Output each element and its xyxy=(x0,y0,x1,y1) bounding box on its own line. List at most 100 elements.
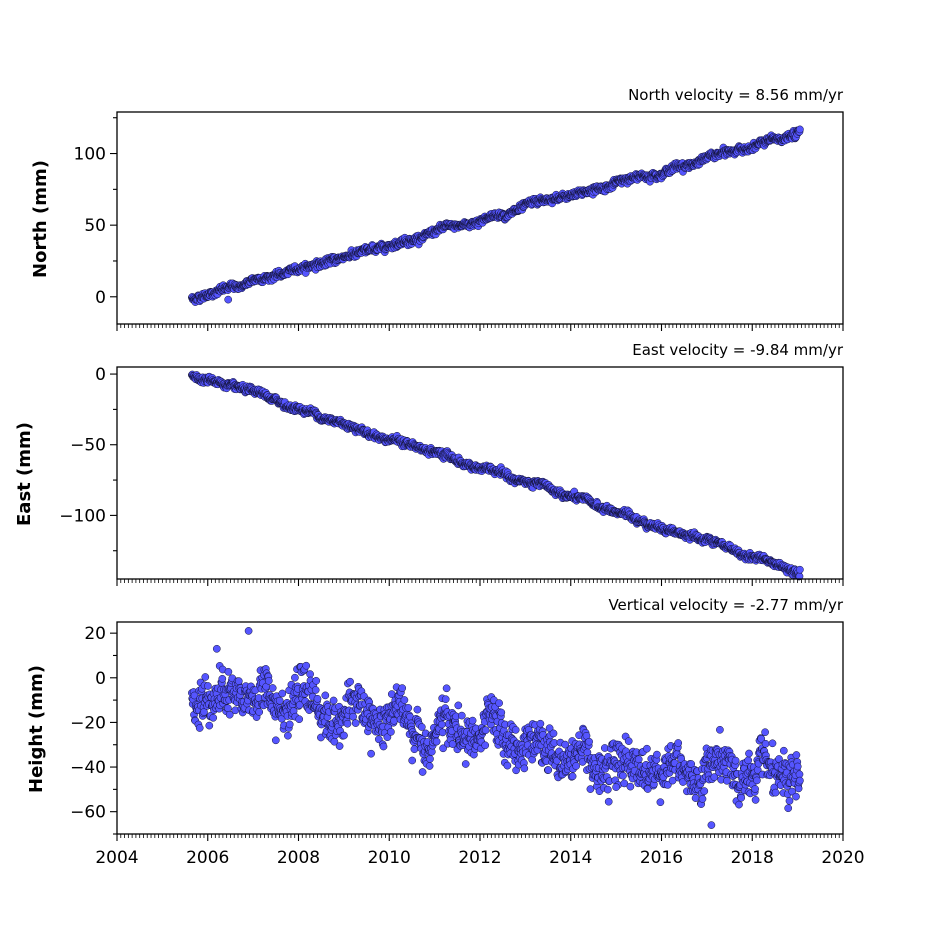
height-data-point xyxy=(698,795,707,803)
height-data-point xyxy=(201,673,210,681)
height-data-point xyxy=(792,792,800,801)
height-data-point xyxy=(329,696,338,705)
height-data-point xyxy=(481,741,490,750)
east-panel: East velocity = -9.84 mm/yr East (mm) 0 −… xyxy=(14,341,844,586)
height-data-point xyxy=(700,787,709,795)
height-data-point xyxy=(793,762,802,771)
height-data-point xyxy=(311,686,320,694)
height-data-point xyxy=(234,677,243,685)
height-data-point xyxy=(390,716,398,725)
height-y-tick-label: −60 xyxy=(70,803,106,823)
height-data-point xyxy=(349,712,357,721)
height-panel-title: Vertical velocity = -2.77 mm/yr xyxy=(608,596,843,614)
height-y-tick-label: −20 xyxy=(70,713,106,733)
height-outlier-point xyxy=(612,783,620,791)
east-panel-title: East velocity = -9.84 mm/yr xyxy=(632,341,844,359)
height-data-point xyxy=(441,695,450,704)
height-x-tick-label: 2010 xyxy=(368,848,411,868)
height-data-point xyxy=(586,785,595,793)
height-data-point xyxy=(285,720,294,729)
height-data-point xyxy=(674,739,683,747)
height-data-point xyxy=(653,750,661,759)
east-y-tick-label: 0 xyxy=(95,365,106,385)
north-y-tick-label: 100 xyxy=(74,145,106,165)
north-y-tick-label: 0 xyxy=(95,288,106,308)
height-data-point xyxy=(284,731,292,740)
east-axis-label: East (mm) xyxy=(14,422,35,526)
height-data-point xyxy=(418,768,427,776)
height-data-point xyxy=(195,724,204,732)
height-data-point xyxy=(398,684,407,692)
height-data-point xyxy=(343,719,352,728)
height-data-point xyxy=(768,739,777,748)
height-data-point xyxy=(379,742,388,751)
height-x-tick-label: 2018 xyxy=(731,848,774,868)
height-data-point xyxy=(408,756,417,765)
height-data-point xyxy=(771,788,780,797)
height-data-point xyxy=(321,691,330,700)
height-data-point xyxy=(264,676,273,685)
height-data-point xyxy=(426,755,434,763)
height-data-point xyxy=(624,737,633,745)
height-x-tick-label: 2006 xyxy=(186,848,229,868)
height-data-point xyxy=(603,785,612,794)
height-x-tick-label: 2020 xyxy=(821,848,864,868)
height-data-point xyxy=(779,746,788,755)
north-plot-frame xyxy=(116,111,844,325)
height-data-point xyxy=(716,725,724,734)
height-data-point xyxy=(404,704,413,712)
height-data-point xyxy=(495,699,503,707)
east-y-tick-label: −50 xyxy=(70,436,106,456)
height-x-tick-label: 2004 xyxy=(95,848,138,868)
height-data-point xyxy=(568,772,577,781)
height-outlier-point xyxy=(212,644,221,653)
height-data-point xyxy=(549,729,558,738)
height-data-point xyxy=(604,797,613,806)
east-points xyxy=(188,370,804,581)
height-data-point xyxy=(204,682,212,690)
north-outlier-point xyxy=(224,295,233,304)
height-outlier-point xyxy=(707,821,716,829)
height-data-point xyxy=(400,696,409,704)
east-data-point xyxy=(796,565,804,574)
height-data-point xyxy=(792,751,801,759)
height-data-point xyxy=(340,731,348,740)
height-outlier-point xyxy=(271,736,280,745)
height-data-point xyxy=(544,766,553,774)
north-y-ticks: 0 50 100 xyxy=(74,117,117,308)
north-x-ticks xyxy=(116,324,844,331)
height-data-point xyxy=(643,744,651,753)
height-data-point xyxy=(413,705,422,714)
height-data-point xyxy=(634,755,643,764)
height-data-point xyxy=(481,726,490,735)
height-data-point xyxy=(437,720,446,729)
height-data-point xyxy=(442,684,451,693)
height-data-point xyxy=(275,696,284,705)
height-data-point xyxy=(425,762,434,770)
height-data-point xyxy=(785,797,794,805)
height-data-point xyxy=(224,667,233,676)
height-data-point xyxy=(268,684,277,692)
height-data-point xyxy=(511,726,520,734)
height-data-point xyxy=(438,728,447,737)
height-data-point xyxy=(295,715,304,724)
height-data-point xyxy=(735,800,743,809)
height-data-point xyxy=(691,794,700,802)
height-data-point xyxy=(520,764,529,773)
height-data-point xyxy=(572,762,580,770)
height-data-point xyxy=(585,737,593,746)
height-data-point xyxy=(454,701,463,710)
height-y-tick-label: 20 xyxy=(84,624,106,644)
north-points xyxy=(188,125,804,306)
height-data-point xyxy=(306,670,314,678)
height-data-point xyxy=(619,771,627,780)
height-y-tick-label: −40 xyxy=(70,758,106,778)
height-data-point xyxy=(387,728,395,736)
height-data-point xyxy=(536,719,545,728)
height-data-point xyxy=(796,776,804,785)
height-data-point xyxy=(784,804,793,813)
height-data-point xyxy=(461,760,470,768)
height-data-point xyxy=(753,776,761,785)
height-data-point xyxy=(761,739,770,748)
